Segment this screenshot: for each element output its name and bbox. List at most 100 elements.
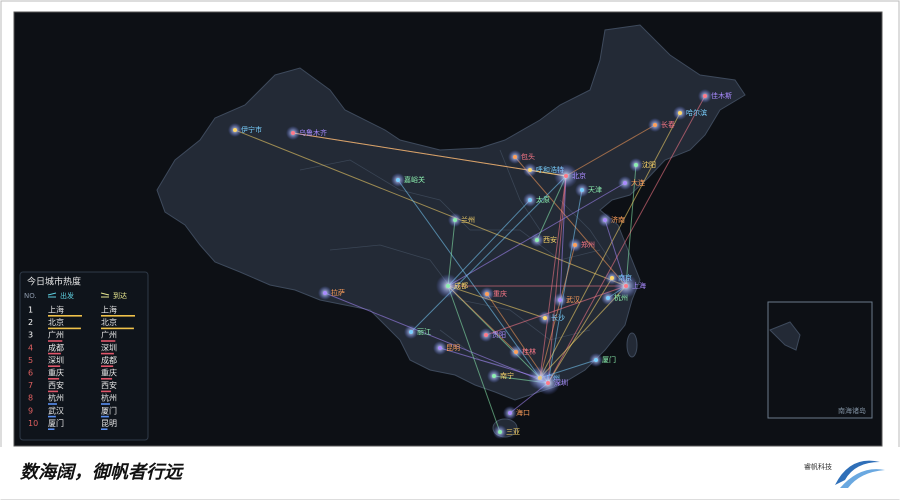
city-dot	[498, 430, 502, 434]
arrival-heat-bar	[101, 428, 108, 430]
city-dot	[573, 243, 577, 247]
taiwan	[626, 332, 638, 358]
city-label: 三亚	[506, 428, 520, 436]
city-dot	[653, 123, 657, 127]
inset-box	[767, 301, 873, 419]
departure-city: 深圳	[48, 355, 64, 365]
arrival-city: 重庆	[101, 368, 117, 378]
departure-heat-bar	[48, 415, 56, 418]
departure-city: 上海	[48, 305, 64, 315]
departure-city: 北京	[48, 317, 64, 327]
city-dot	[446, 284, 450, 288]
border	[299, 159, 471, 231]
city-dot	[438, 346, 442, 350]
city-label: 太原	[536, 195, 550, 204]
route	[447, 285, 501, 433]
rank: 6	[28, 369, 33, 378]
departure-heat-bar	[48, 378, 60, 380]
city-dot	[603, 218, 607, 222]
city-dot	[634, 163, 638, 167]
departure-city: 广州	[48, 330, 64, 340]
arrival-heat-bar	[101, 365, 114, 367]
city-label: 佳木斯	[711, 91, 732, 100]
depart-icon	[47, 292, 57, 298]
rank: 1	[28, 306, 33, 315]
city-label: 济南	[611, 215, 625, 224]
arrival-heat-bar	[101, 415, 109, 418]
inset-label: 南海诸岛	[838, 406, 866, 415]
route	[514, 156, 627, 287]
departure-city: 成都	[48, 342, 64, 352]
departure-city: 杭州	[48, 393, 64, 403]
city-dot	[546, 381, 550, 385]
col-header: NO.	[24, 292, 37, 300]
route	[559, 175, 567, 301]
city-label: 上海	[632, 281, 646, 290]
route	[539, 244, 576, 379]
city-label: 贵阳	[492, 330, 506, 339]
city-dot	[492, 374, 496, 378]
city-dot	[535, 238, 539, 242]
departure-city: 西安	[48, 380, 64, 390]
arrival-heat-bar	[101, 403, 110, 405]
city-dot	[564, 174, 568, 178]
city-dot	[396, 178, 400, 182]
city-dot	[485, 292, 489, 296]
arrival-city: 西安	[101, 380, 117, 390]
slogan: 数海阔，御帆者行远	[20, 462, 184, 483]
city-label: 成都	[454, 281, 468, 290]
city-dot	[606, 296, 610, 300]
inset-land	[769, 321, 801, 351]
arrival-city: 昆明	[101, 419, 117, 428]
route	[439, 347, 541, 379]
city-label: 西安	[543, 235, 557, 244]
route	[539, 175, 567, 379]
city-dot	[453, 218, 457, 222]
city-dot	[580, 188, 584, 192]
route	[547, 95, 706, 384]
arrival-heat-bar	[101, 315, 135, 317]
route	[539, 112, 681, 379]
city-dot	[624, 284, 628, 288]
logo-swoosh	[835, 460, 880, 485]
city-label: 厦门	[602, 355, 616, 364]
city-label: 伊宁市	[241, 125, 262, 134]
city-label: 长春	[661, 120, 675, 129]
route	[625, 164, 637, 287]
route	[447, 199, 531, 287]
city-dot	[703, 94, 707, 98]
route	[234, 129, 627, 287]
departure-city: 厦门	[48, 418, 64, 428]
logo-swoosh	[840, 469, 885, 488]
city-dot	[323, 291, 327, 295]
border	[459, 299, 591, 341]
city-label: 海口	[516, 408, 530, 417]
rank: 9	[28, 406, 33, 415]
arrival-city: 上海	[101, 305, 117, 315]
city-label: 乌鲁木齐	[299, 128, 327, 137]
arrival-heat-bar	[101, 390, 112, 393]
rank: 2	[28, 318, 33, 327]
city-label: 桂林	[522, 347, 536, 356]
departure-heat-bar	[48, 365, 61, 367]
city-dot	[678, 111, 682, 115]
col-header: 出发	[60, 291, 74, 300]
city-dot	[409, 330, 413, 334]
arrival-heat-bar	[101, 352, 114, 355]
city-label: 长沙	[551, 313, 565, 322]
city-label: 天津	[588, 186, 602, 194]
city-label: 武汉	[566, 295, 580, 304]
city-label: 郑州	[581, 241, 595, 249]
arrival-city: 成都	[101, 355, 117, 365]
rank: 4	[28, 343, 33, 352]
departure-heat-bar	[48, 340, 63, 342]
city-dot	[543, 316, 547, 320]
city-dot	[513, 155, 517, 159]
city-label: 南宁	[500, 371, 514, 380]
city-dot	[291, 131, 295, 135]
departure-heat-bar	[48, 428, 55, 430]
city-label: 丽江	[417, 328, 431, 336]
city-dot	[623, 181, 627, 185]
logo-text: 睿帆科技	[804, 462, 832, 471]
heat-panel	[19, 271, 149, 441]
